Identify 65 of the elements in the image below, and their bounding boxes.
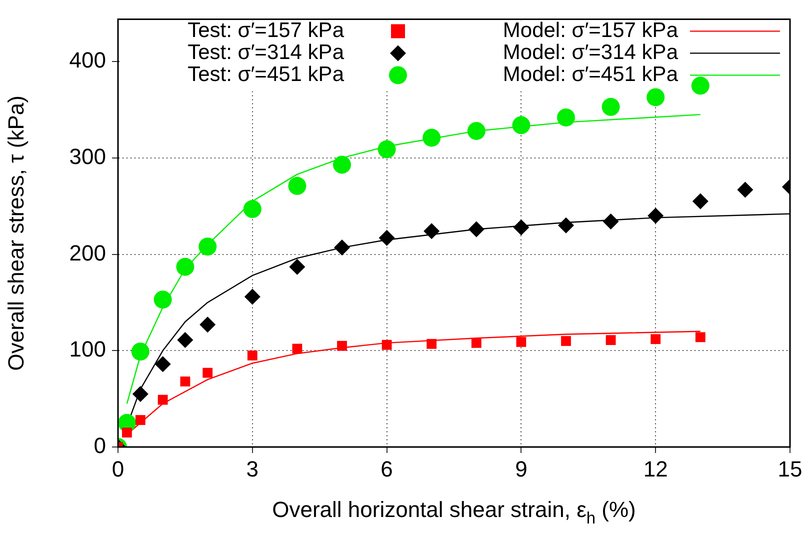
point bbox=[122, 428, 132, 438]
legend-label: Model: σ′=157 kPa bbox=[502, 18, 678, 42]
point bbox=[244, 288, 260, 305]
point bbox=[650, 334, 661, 344]
point bbox=[561, 336, 571, 346]
legend-label: Model: σ′=314 kPa bbox=[502, 40, 678, 64]
point bbox=[471, 338, 482, 348]
x-tick-label: 12 bbox=[643, 456, 668, 482]
point bbox=[512, 116, 530, 134]
point bbox=[468, 221, 484, 238]
x-tick-label: 15 bbox=[778, 456, 802, 482]
point bbox=[158, 394, 168, 405]
point bbox=[292, 344, 302, 354]
y-tick-label: 200 bbox=[69, 240, 106, 266]
point bbox=[467, 122, 486, 140]
point bbox=[200, 316, 216, 333]
point bbox=[426, 338, 437, 349]
point bbox=[691, 76, 710, 95]
legend-label: Test: σ′=451 kPa bbox=[188, 62, 344, 86]
point bbox=[557, 108, 575, 126]
point bbox=[382, 340, 392, 350]
point bbox=[334, 240, 350, 256]
y-tick-label: 400 bbox=[69, 48, 106, 73]
point bbox=[648, 208, 664, 224]
point bbox=[177, 332, 194, 348]
legend-label: Test: σ′=314 kPa bbox=[188, 40, 344, 64]
point bbox=[378, 230, 395, 246]
point bbox=[602, 98, 620, 116]
point bbox=[288, 176, 306, 195]
point bbox=[513, 219, 530, 236]
point bbox=[247, 350, 258, 360]
point bbox=[558, 217, 574, 234]
point bbox=[202, 368, 213, 378]
point bbox=[692, 193, 708, 210]
y-tick-label: 100 bbox=[69, 336, 106, 362]
x-tick-label: 6 bbox=[380, 456, 393, 482]
point bbox=[337, 340, 347, 351]
point bbox=[424, 223, 440, 240]
y-axis-title: Overall shear stress, τ (kPa) bbox=[3, 95, 28, 371]
legend-label: Model: σ′=451 kPa bbox=[502, 62, 678, 86]
point bbox=[516, 337, 526, 347]
point bbox=[198, 238, 217, 256]
x-tick-label: 9 bbox=[515, 456, 528, 482]
x-tick-label: 3 bbox=[246, 456, 259, 482]
legend-label: Test: σ′=157 kPa bbox=[188, 18, 344, 42]
point bbox=[333, 156, 351, 174]
point bbox=[422, 128, 441, 147]
point bbox=[602, 214, 619, 230]
y-tick-label: 0 bbox=[94, 433, 106, 458]
point bbox=[131, 342, 150, 361]
y-tick-label: 300 bbox=[69, 144, 106, 170]
point bbox=[646, 88, 665, 106]
point bbox=[243, 200, 262, 218]
point bbox=[378, 140, 396, 158]
point bbox=[135, 415, 146, 425]
point bbox=[176, 258, 194, 276]
x-tick-label: 0 bbox=[112, 456, 124, 482]
point bbox=[180, 376, 190, 386]
point bbox=[606, 335, 616, 345]
point bbox=[154, 290, 172, 309]
point bbox=[289, 258, 306, 275]
point bbox=[737, 182, 754, 198]
point bbox=[154, 356, 171, 372]
point bbox=[132, 386, 148, 402]
point bbox=[695, 332, 706, 342]
